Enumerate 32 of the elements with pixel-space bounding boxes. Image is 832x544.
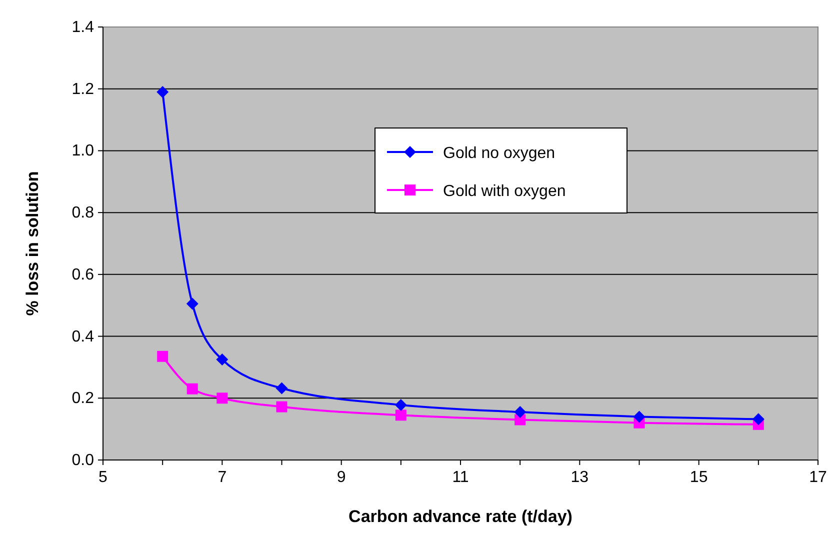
legend-label: Gold no oxygen [443,145,556,162]
y-tick-label: 0.8 [72,204,94,222]
point [186,383,198,394]
point [633,410,646,423]
point [216,392,228,404]
point [394,398,407,411]
y-tick-label: 1.4 [72,19,94,36]
x-axis-title: Carbon advance rate (t/day) [348,507,572,526]
point [752,413,764,426]
x-tick-label: 17 [809,469,827,486]
x-tick-label: 9 [336,469,346,486]
y-tick-label: 1.2 [72,80,94,98]
y-tick-label: 1.0 [72,142,94,160]
point [157,350,168,362]
legend-label: Gold with oxygen [443,183,566,200]
x-tick-label: 7 [218,469,227,486]
y-tick-label: 0.2 [72,390,94,408]
x-tick-label: 5 [98,469,108,486]
x-tick-label: 11 [452,469,469,486]
y-tick-label: 0.0 [72,452,94,469]
y-tick-label: 0.4 [72,328,94,346]
point [514,406,526,418]
point [156,86,169,98]
x-tick-label: 13 [570,469,589,486]
point [276,401,288,412]
y-axis-title: % loss in solution [23,171,42,316]
point [216,353,228,366]
point [186,298,198,310]
y-tick-label: 0.6 [72,266,94,284]
x-tick-label: 15 [690,469,708,486]
point [276,382,288,394]
point [395,410,406,421]
